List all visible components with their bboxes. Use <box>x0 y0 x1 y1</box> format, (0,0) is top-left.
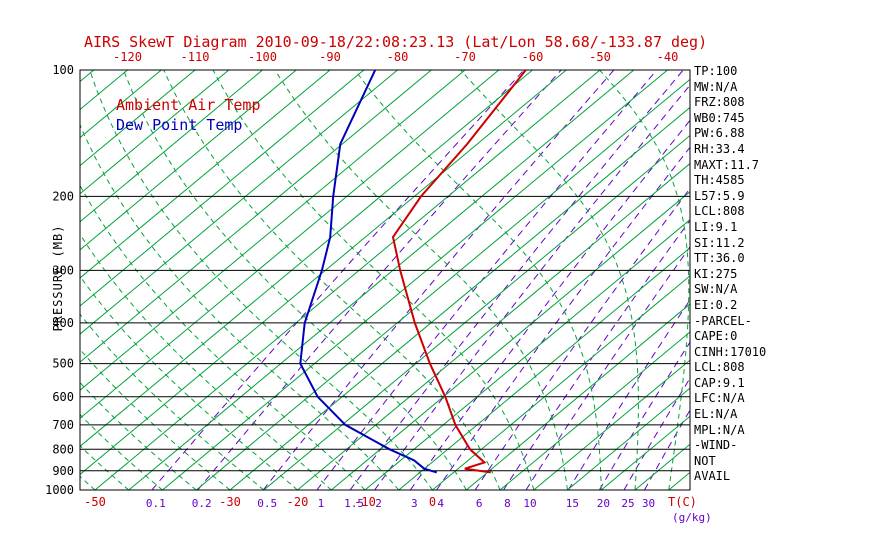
stat-line: SW:N/A <box>694 282 738 297</box>
stat-line: KI:275 <box>694 266 738 281</box>
pressure-tick-label: 200 <box>52 189 74 203</box>
pressure-tick-label: 800 <box>52 442 74 456</box>
stat-line: LCL:808 <box>694 360 745 375</box>
pressure-tick-label: 1000 <box>45 483 74 497</box>
pressure-axis-label: PRESSURE (MB) <box>51 224 65 332</box>
mixing-ratio-tick-label: 3 <box>411 497 418 510</box>
top-temp-tick-label: -110 <box>181 50 210 64</box>
stat-line: NOT <box>694 453 716 468</box>
stat-line: EI:0.2 <box>694 297 738 312</box>
legend-dew-point-temp: Dew Point Temp <box>116 116 243 134</box>
isotherm-lines <box>80 70 690 490</box>
stat-line: RH:33.4 <box>694 141 745 156</box>
stat-line: TH:4585 <box>694 173 745 188</box>
stat-line: LFC:N/A <box>694 391 745 406</box>
mixing-ratio-tick-label: 0.1 <box>146 497 166 510</box>
stat-line: -PARCEL- <box>694 313 752 328</box>
stat-line: AVAIL <box>694 469 731 484</box>
top-temp-tick-label: -70 <box>454 50 476 64</box>
stat-line: FRZ:808 <box>694 95 745 110</box>
top-temp-tick-label: -100 <box>248 50 277 64</box>
mixing-ratio-tick-label: 30 <box>642 497 655 510</box>
mixing-ratio-tick-label: 15 <box>566 497 579 510</box>
top-temp-tick-label: -80 <box>387 50 409 64</box>
pressure-tick-label: 400 <box>52 316 74 330</box>
top-temp-tick-label: -120 <box>113 50 142 64</box>
mixing-ratio-tick-label: 0.5 <box>257 497 277 510</box>
stat-line: L57:5.9 <box>694 188 745 203</box>
mixing-ratio-tick-label: 6 <box>476 497 483 510</box>
pressure-tick-label: 900 <box>52 464 74 478</box>
temperature-curve <box>391 70 527 474</box>
stat-line: MPL:N/A <box>694 422 745 437</box>
dewpoint-curve <box>299 70 438 474</box>
top-temp-tick-label: -50 <box>589 50 611 64</box>
stat-line: -WIND- <box>694 438 738 453</box>
bottom-temp-tick-label: -10 <box>354 495 376 509</box>
mixing-ratio-tick-label: 0.2 <box>192 497 212 510</box>
grid-layer <box>80 70 690 490</box>
stat-line: PW:6.88 <box>694 126 745 141</box>
mixing-ratio-lines <box>151 70 690 490</box>
mixing-ratio-tick-label: 20 <box>597 497 610 510</box>
pressure-tick-label: 500 <box>52 357 74 371</box>
mixing-unit-label: (g/kg) <box>672 511 712 524</box>
mixing-ratio-tick-label: 8 <box>504 497 511 510</box>
stat-line: CINH:17010 <box>694 344 767 359</box>
top-temp-tick-label: -60 <box>522 50 544 64</box>
bottom-temp-tick-label: -30 <box>219 495 241 509</box>
stat-line: LI:9.1 <box>694 219 738 234</box>
stats-panel: TP:100 MW:N/A FRZ:808 WB0:745 PW:6.88 RH:33.4… <box>694 64 766 485</box>
mixing-ratio-tick-label: 2 <box>375 497 382 510</box>
stat-line: LCL:808 <box>694 204 745 219</box>
mixing-ratio-tick-label: 1 <box>318 497 325 510</box>
stat-line: MAXT:11.7 <box>694 157 760 172</box>
stat-line: WB0:745 <box>694 110 745 125</box>
stat-line: TT:36.0 <box>694 251 745 266</box>
mixing-ratio-tick-label: 25 <box>621 497 634 510</box>
bottom-temp-tick-label: -50 <box>84 495 106 509</box>
stat-line: SI:11.2 <box>694 235 745 250</box>
pressure-tick-label: 700 <box>52 418 74 432</box>
mixing-ratio-tick-label: 10 <box>523 497 536 510</box>
mixing-ratio-tick-label: 4 <box>437 497 444 510</box>
stat-line: EL:N/A <box>694 407 738 422</box>
stat-line: TP:100 <box>694 64 738 78</box>
chart-title: AIRS SkewT Diagram 2010-09-18/22:08:23.1… <box>84 33 708 51</box>
moist-adiabat-lines <box>80 70 690 490</box>
mixing-ratio-tick-label: 1.5 <box>344 497 364 510</box>
temp-unit-label: T(C) <box>668 495 697 509</box>
pressure-tick-label: 100 <box>52 63 74 77</box>
bottom-temp-tick-label: -20 <box>287 495 309 509</box>
bottom-temp-tick-label: 0 <box>429 495 436 509</box>
legend-ambient-air-temp: Ambient Air Temp <box>116 96 261 114</box>
top-temp-tick-label: -40 <box>657 50 679 64</box>
pressure-tick-label: 600 <box>52 390 74 404</box>
pressure-tick-label: 300 <box>52 263 74 277</box>
top-temp-tick-label: -90 <box>319 50 341 64</box>
stat-line: MW:N/A <box>694 79 738 94</box>
stat-line: CAPE:0 <box>694 329 738 344</box>
plot-border <box>79 69 691 491</box>
stat-line: CAP:9.1 <box>694 375 745 390</box>
